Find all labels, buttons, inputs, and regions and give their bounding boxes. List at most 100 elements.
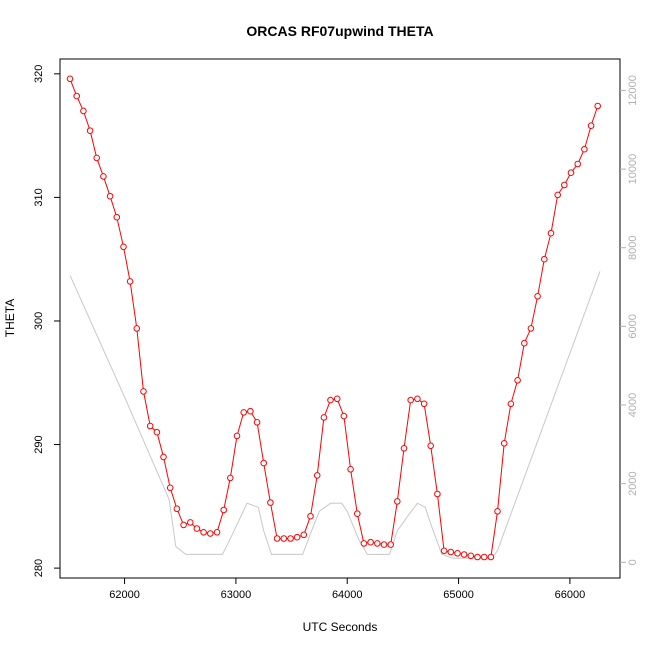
theta-point: [400, 445, 408, 452]
x-axis: 62000 63000 64000 65000 66000: [109, 578, 585, 601]
y-tick-label: 300: [33, 312, 45, 330]
theta-point: [480, 553, 488, 561]
theta-point: [247, 407, 254, 415]
theta-point: [100, 173, 107, 180]
theta-point: [260, 459, 268, 467]
y-tick-label: 310: [33, 188, 45, 206]
theta-point: [80, 107, 87, 115]
theta-point: [333, 395, 341, 403]
x-tick-label: 62000: [109, 589, 140, 601]
theta-point: [200, 529, 207, 536]
theta-point: [380, 541, 388, 548]
theta-point: [207, 530, 214, 537]
theta-point: [293, 533, 301, 541]
theta-point: [253, 419, 261, 426]
theta-point: [220, 506, 227, 514]
theta-point: [561, 181, 568, 189]
theta-point: [414, 395, 421, 403]
theta-point: [514, 377, 521, 384]
theta-point: [320, 414, 328, 421]
y-tick-label: 280: [33, 559, 45, 577]
theta-point: [240, 409, 247, 416]
theta-point: [454, 550, 461, 557]
theta-point: [474, 553, 481, 561]
theta-point: [507, 400, 515, 408]
theta-point: [173, 505, 181, 513]
theta-point: [487, 553, 495, 561]
theta-point: [360, 540, 368, 547]
theta-point: [146, 422, 154, 430]
theta-point: [500, 440, 508, 447]
theta-point: [287, 535, 294, 542]
y2-tick-label: 6000: [627, 314, 639, 338]
theta-point: [467, 552, 475, 560]
x-tick-label: 65000: [443, 589, 474, 601]
theta-point: [300, 531, 308, 539]
theta-point: [187, 519, 194, 526]
theta-point: [534, 293, 541, 300]
theta-point: [120, 243, 127, 251]
theta-point: [440, 547, 448, 555]
theta-point: [587, 122, 595, 129]
theta-point: [554, 191, 562, 199]
theta-point: [313, 472, 321, 479]
theta-point: [160, 453, 167, 461]
theta-point: [126, 278, 134, 285]
theta-point: [327, 396, 334, 404]
series-layer: [66, 75, 602, 561]
theta-point: [367, 538, 374, 546]
theta-point: [574, 160, 582, 168]
theta-point: [547, 229, 555, 237]
theta-point: [307, 512, 314, 520]
x-axis-label: UTC Seconds: [303, 620, 378, 634]
y2-tick-label: 2000: [627, 471, 639, 495]
theta-point: [280, 535, 288, 542]
theta-point: [420, 400, 428, 408]
x-tick-label: 66000: [555, 589, 586, 601]
theta-point: [93, 154, 100, 162]
theta-point: [193, 525, 201, 532]
theta-point: [527, 325, 535, 332]
chart-title: ORCAS RF07upwind THETA: [246, 23, 433, 39]
y2-tick-label: 12000: [627, 75, 639, 106]
theta-line: [69, 78, 599, 558]
theta-point: [541, 255, 548, 263]
theta-point: [427, 442, 435, 450]
theta-point: [213, 529, 221, 536]
theta-point: [273, 535, 281, 542]
x-tick-label: 63000: [221, 589, 252, 601]
theta-point: [387, 541, 395, 548]
theta-point: [434, 490, 441, 498]
theta-point: [340, 412, 348, 420]
theta-point: [66, 75, 74, 83]
theta-point: [567, 169, 575, 176]
theta-point: [113, 213, 121, 221]
y2-tick-label: 0: [627, 559, 639, 565]
theta-point: [494, 508, 501, 515]
theta-point: [233, 432, 241, 440]
theta-point: [594, 102, 602, 110]
theta-point: [86, 127, 94, 134]
theta-point: [347, 466, 354, 473]
y-axis-right: 0 2000 4000 6000 8000 10000 12000: [620, 75, 639, 565]
y-axis-left: 280 290 300 310 320: [33, 65, 60, 577]
y2-tick-label: 4000: [627, 393, 639, 417]
theta-point: [581, 145, 588, 153]
theta-point: [133, 325, 141, 332]
y-tick-label: 320: [33, 65, 45, 83]
x-tick-label: 64000: [332, 589, 363, 601]
altitude-line: [69, 271, 601, 559]
theta-point: [521, 339, 528, 347]
theta-point: [106, 192, 114, 200]
theta-point: [407, 396, 415, 404]
theta-point: [73, 92, 80, 100]
theta-point: [140, 388, 147, 395]
theta-point: [267, 499, 274, 506]
theta-point: [394, 498, 401, 505]
theta-point: [460, 551, 468, 558]
theta-point: [447, 548, 455, 556]
theta-point: [354, 510, 361, 518]
y-tick-label: 290: [33, 435, 45, 453]
theta-point: [166, 484, 174, 492]
